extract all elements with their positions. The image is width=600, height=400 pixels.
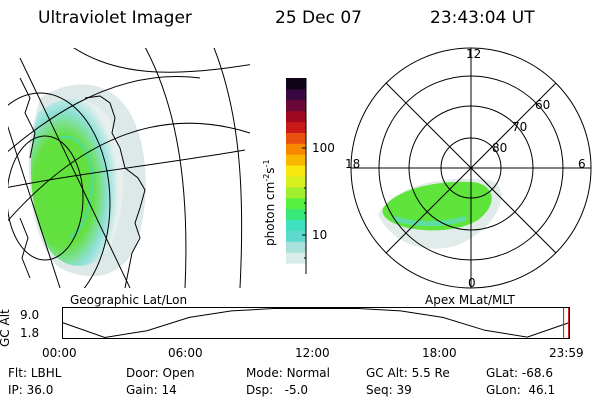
aurora-oval — [30, 99, 124, 266]
colorbar-swatch — [286, 263, 306, 275]
colorbar-swatch — [286, 121, 306, 133]
info-mode: Mode: Normal — [246, 366, 330, 380]
colorbar-swatch — [286, 252, 306, 264]
colorbar-swatch — [286, 219, 306, 231]
mlt-label-12: 12 — [466, 47, 482, 61]
colorbar-swatch — [286, 132, 306, 144]
colorbar-swatch — [286, 165, 306, 177]
coastline — [84, 95, 146, 288]
colorbar-swatch — [286, 88, 306, 101]
colorbar-swatch — [286, 186, 306, 199]
lat-label-70: 70 — [512, 120, 528, 134]
colorbar-tick-10: 10 — [312, 228, 328, 242]
timeline-ytick-high: 9.0 — [20, 308, 40, 322]
lat-label-80: 80 — [492, 141, 508, 155]
colorbar-swatch — [286, 99, 306, 112]
geographic-caption: Geographic Lat/Lon — [70, 293, 188, 307]
colorbar-swatch — [286, 197, 306, 210]
polar-plot — [350, 47, 592, 289]
timeline-xtick-2359: 23:59 — [549, 346, 584, 360]
lat-label-60: 60 — [535, 98, 551, 112]
info-door: Door: Open — [126, 366, 195, 380]
colorbar-swatch — [286, 208, 306, 221]
apex-caption: Apex MLat/MLT — [425, 293, 515, 307]
colorbar-swatch — [286, 154, 306, 166]
colorbar-swatch — [286, 110, 306, 123]
mlt-label-18: 18 — [345, 157, 361, 171]
colorbar-swatch — [286, 176, 306, 188]
instrument-title: Ultraviolet Imager — [38, 8, 192, 28]
timeline-xtick-1200: 12:00 — [295, 346, 330, 360]
time-label: 23:43:04 UT — [430, 8, 535, 28]
timeline-xtick-1800: 18:00 — [422, 346, 457, 360]
altitude-curve — [62, 308, 570, 339]
geographic-image-panel — [8, 48, 250, 288]
colorbar-swatch — [286, 78, 306, 90]
info-flt: Flt: LBHL — [8, 366, 62, 380]
mlt-label-6: 6 — [578, 157, 586, 171]
info-glat: GLat: -68.6 — [486, 366, 553, 380]
info-glon: GLon: 46.1 — [486, 383, 556, 397]
colorbar-title: photon cm-2s-1 — [262, 159, 277, 246]
colorbar-tick-100: 100 — [312, 141, 335, 155]
colorbar — [286, 78, 307, 275]
colorbar-swatch — [286, 143, 306, 155]
date-label: 25 Dec 07 — [275, 8, 362, 28]
info-gain: Gain: 14 — [126, 383, 177, 397]
info-ip: IP: 36.0 — [8, 383, 54, 397]
mlt-label-0: 0 — [468, 276, 476, 290]
info-seq: Seq: 39 — [366, 383, 412, 397]
colorbar-swatch — [286, 241, 306, 253]
colorbar-swatch — [286, 230, 306, 242]
timeline-xtick-0600: 06:00 — [168, 346, 203, 360]
timeline-ylabel: GC Alt — [0, 309, 12, 347]
timeline-ytick-low: 1.8 — [20, 326, 40, 340]
info-gc-alt: GC Alt: 5.5 Re — [366, 366, 450, 380]
info-dsp: Dsp: -5.0 — [246, 383, 309, 397]
timeline-xtick-0000: 00:00 — [42, 346, 77, 360]
timeline-plot — [62, 307, 570, 339]
